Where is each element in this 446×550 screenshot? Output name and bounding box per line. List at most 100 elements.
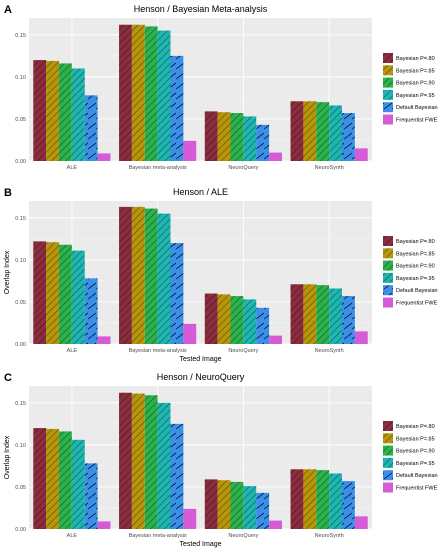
bar [303,101,317,161]
legend-label: Frequentist FWE [396,301,438,307]
x-tick-label: ALE [67,533,78,539]
legend-label: Default Bayesian [396,105,438,111]
bar [290,469,304,529]
bar [131,206,145,344]
chart-title: Henson / NeuroQuery [157,372,245,382]
bar [243,116,257,161]
bar [71,439,85,529]
legend-label: Default Bayesian [396,473,438,479]
bar [170,243,184,344]
x-tick-label: NeuroSynth [315,533,344,539]
panel-letter: C [4,372,12,384]
bar [97,336,111,344]
bar [46,428,60,529]
legend-label: Bayesian P=.85 [396,251,435,257]
bar [183,140,197,161]
bar [243,299,257,344]
bar [33,60,47,161]
legend: Bayesian P=.80 Bayesian P=.85 Bayesian P=.… [383,421,438,493]
legend-swatch [383,102,393,113]
chart-panel-b: B Henson / ALE 0.00 0.05 0.10 0.15 ALE Bayesian… [4,187,438,363]
chart-title: Henson / Bayesian Meta-analysis [134,4,268,14]
legend-label: Bayesian P=.85 [396,436,435,442]
bar [97,153,111,161]
bar [46,242,60,344]
y-tick-label: 0.00 [15,342,26,348]
bar [256,307,270,344]
bar [269,152,282,161]
bar [131,393,145,529]
bar [316,102,330,161]
bar [341,113,355,161]
bar [290,284,304,344]
bar [204,293,218,344]
legend-swatch [383,470,393,481]
bar [170,55,184,162]
x-axis-title: Tested Image [179,356,221,363]
x-tick-label: NeuroSynth [315,348,344,354]
y-axis-title: Overlap Index [4,435,11,479]
bar [84,463,98,529]
legend-swatch [383,433,393,444]
chart-panel-c: C Henson / NeuroQuery 0.00 0.05 0.10 0.15 ALE B… [4,372,438,548]
bar [269,335,282,344]
bar [354,516,368,529]
y-tick-label: 0.15 [15,401,26,407]
y-axis-title: Overlap Index [4,250,11,294]
bar [144,208,158,344]
legend-swatch [383,297,393,308]
bar [144,26,158,162]
bar [329,288,342,344]
y-tick-label: 0.00 [15,159,26,165]
bar [183,323,197,344]
chart-title: Henson / ALE [173,187,228,197]
y-tick-label: 0.10 [15,258,26,264]
bar [71,68,85,161]
bar [329,473,342,529]
y-tick-label: 0.10 [15,443,26,449]
legend-label: Frequentist FWE [396,486,438,492]
legend-label: Bayesian P=.80 [396,56,435,62]
bar [131,24,145,161]
bar [59,431,72,529]
legend-swatch [383,457,393,468]
bar [256,492,270,529]
legend-swatch [383,65,393,76]
y-tick-label: 0.15 [15,216,26,222]
legend-label: Bayesian P=.95 [396,276,435,282]
chart-panel-a: A Henson / Bayesian Meta-analysis 0.00 0.05… [4,4,438,171]
legend-swatch [383,482,393,493]
bar [157,402,171,529]
legend-label: Bayesian P=.80 [396,424,435,430]
bar [303,284,317,344]
bar [341,296,355,344]
x-tick-label: ALE [67,165,78,171]
legend-swatch [383,248,393,259]
bar [119,392,132,529]
legend-swatch [383,89,393,100]
bar [316,470,330,529]
bar [33,428,47,529]
bar [119,24,132,161]
x-axis-title: Tested Image [179,541,221,548]
bar [170,423,184,529]
bar [243,486,257,529]
legend-swatch [383,236,393,246]
bar [183,508,197,529]
bar [290,101,304,161]
bar [84,278,98,344]
bar [230,113,244,161]
y-tick-label: 0.15 [15,33,26,39]
x-tick-label: NeuroQuery [228,165,258,171]
legend-swatch [383,53,393,63]
legend-label: Bayesian P=.80 [396,239,435,245]
bar [84,95,98,161]
legend-label: Bayesian P=.95 [396,461,435,467]
bar [217,112,231,161]
bar [204,111,218,161]
legend-label: Frequentist FWE [396,118,438,124]
bar [204,479,218,529]
legend-swatch [383,260,393,271]
x-tick-label: Bayesian meta-analysis [129,165,187,171]
